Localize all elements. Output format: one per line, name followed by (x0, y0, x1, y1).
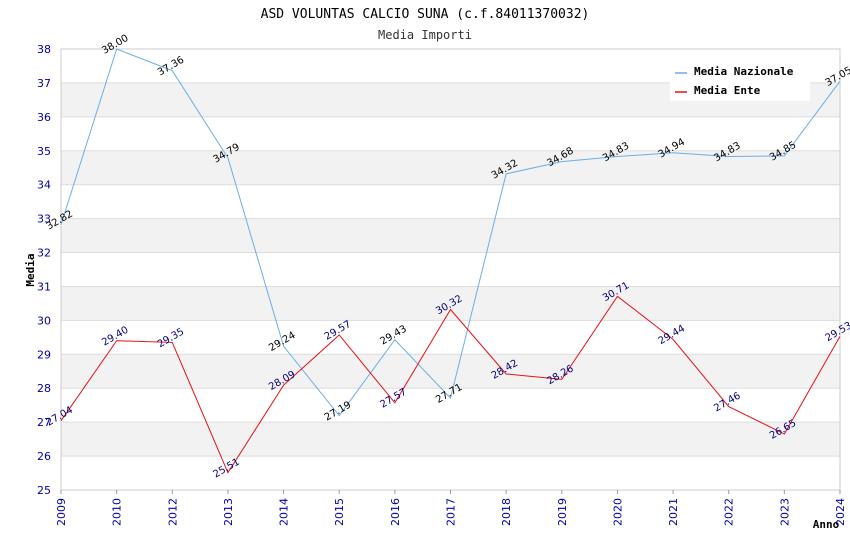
y-tick-label: 27 (37, 416, 51, 429)
x-tick-label: 2023 (778, 498, 791, 526)
chart-title: ASD VOLUNTAS CALCIO SUNA (c.f.8401137003… (261, 7, 590, 22)
series-lines (60, 48, 841, 474)
x-tick-label: 2009 (55, 498, 68, 526)
y-tick-label: 25 (37, 484, 51, 497)
y-axis-label: Media (24, 253, 37, 286)
chart-subtitle: Media Importi (378, 28, 472, 42)
x-tick-label: 2021 (667, 498, 680, 526)
legend-label-media-ente: Media Ente (694, 84, 761, 97)
data-label: 29.35 (156, 326, 186, 350)
data-label: 27.19 (323, 400, 353, 424)
plot-band (61, 286, 840, 321)
y-tick-label: 31 (37, 280, 51, 293)
data-label: 29.24 (267, 330, 297, 354)
data-label: 37.36 (156, 55, 186, 79)
y-tick-label: 36 (37, 111, 51, 124)
data-label: 29.44 (657, 323, 687, 347)
legend-label-media-nazionale: Media Nazionale (694, 65, 794, 78)
y-tick-label: 29 (37, 348, 51, 361)
y-axis-ticks: 25 26 27 28 29 30 31 32 33 34 35 36 37 38 (37, 43, 51, 497)
series-line-media-nazionale (60, 48, 841, 417)
data-label: 29.57 (323, 319, 353, 343)
plot-band (61, 354, 840, 389)
x-tick-label: 2010 (111, 498, 124, 526)
series-line-media-ente (60, 295, 841, 474)
legend-box (670, 61, 810, 101)
y-tick-label: 34 (37, 179, 51, 192)
y-tick-label: 26 (37, 450, 51, 463)
x-tick-label: 2012 (166, 498, 179, 526)
x-tick-label: 2020 (611, 498, 624, 526)
x-tick-label: 2015 (333, 498, 346, 526)
data-label: 29.40 (100, 325, 130, 349)
data-label: 25.51 (212, 457, 242, 481)
x-tick-label: 2016 (389, 498, 402, 526)
y-tick-label: 28 (37, 382, 51, 395)
y-tick-label: 33 (37, 213, 51, 226)
plot-band (61, 150, 840, 185)
y-tick-label: 32 (37, 247, 51, 260)
x-tick-label: 2018 (500, 498, 513, 526)
x-axis-ticks: 2009 2010 2012 2013 2014 2015 2016 2017 2018 2019… (55, 490, 847, 526)
x-tick-label: 2022 (723, 498, 736, 526)
y-tick-label: 35 (37, 145, 51, 158)
data-label: 27.57 (378, 387, 408, 411)
data-label: 29.53 (824, 320, 850, 344)
x-tick-label: 2024 (834, 498, 847, 526)
x-tick-label: 2014 (278, 498, 291, 526)
plot-band (61, 218, 840, 253)
x-tick-label: 2013 (222, 498, 235, 526)
data-label: 29.43 (378, 324, 408, 348)
x-tick-label: 2019 (556, 498, 569, 526)
x-tick-label: 2017 (445, 498, 458, 526)
y-tick-label: 37 (37, 77, 51, 90)
legend: Media Nazionale Media Ente (670, 61, 810, 101)
plot-band (61, 422, 840, 457)
y-tick-label: 38 (37, 43, 51, 56)
x-axis-label: Anno (813, 518, 840, 531)
y-tick-label: 30 (37, 314, 51, 327)
